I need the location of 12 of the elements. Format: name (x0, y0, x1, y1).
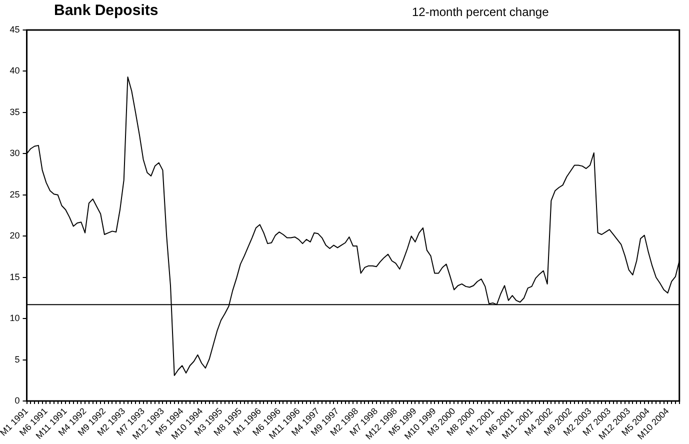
chart-title: Bank Deposits (54, 2, 158, 19)
y-tick-label: 0 (14, 396, 20, 406)
y-tick-label: 20 (10, 230, 20, 241)
y-tick-label: 35 (10, 106, 20, 117)
y-tick-label: 15 (10, 272, 20, 282)
y-tick-label: 10 (10, 313, 20, 324)
y-tick-label: 30 (10, 148, 20, 158)
y-tick-label: 45 (10, 24, 20, 34)
y-tick-label: 40 (10, 66, 20, 76)
y-tick-label: 25 (10, 189, 20, 200)
chart-subtitle: 12-month percent change (412, 5, 549, 19)
y-tick-label: 5 (14, 354, 20, 364)
